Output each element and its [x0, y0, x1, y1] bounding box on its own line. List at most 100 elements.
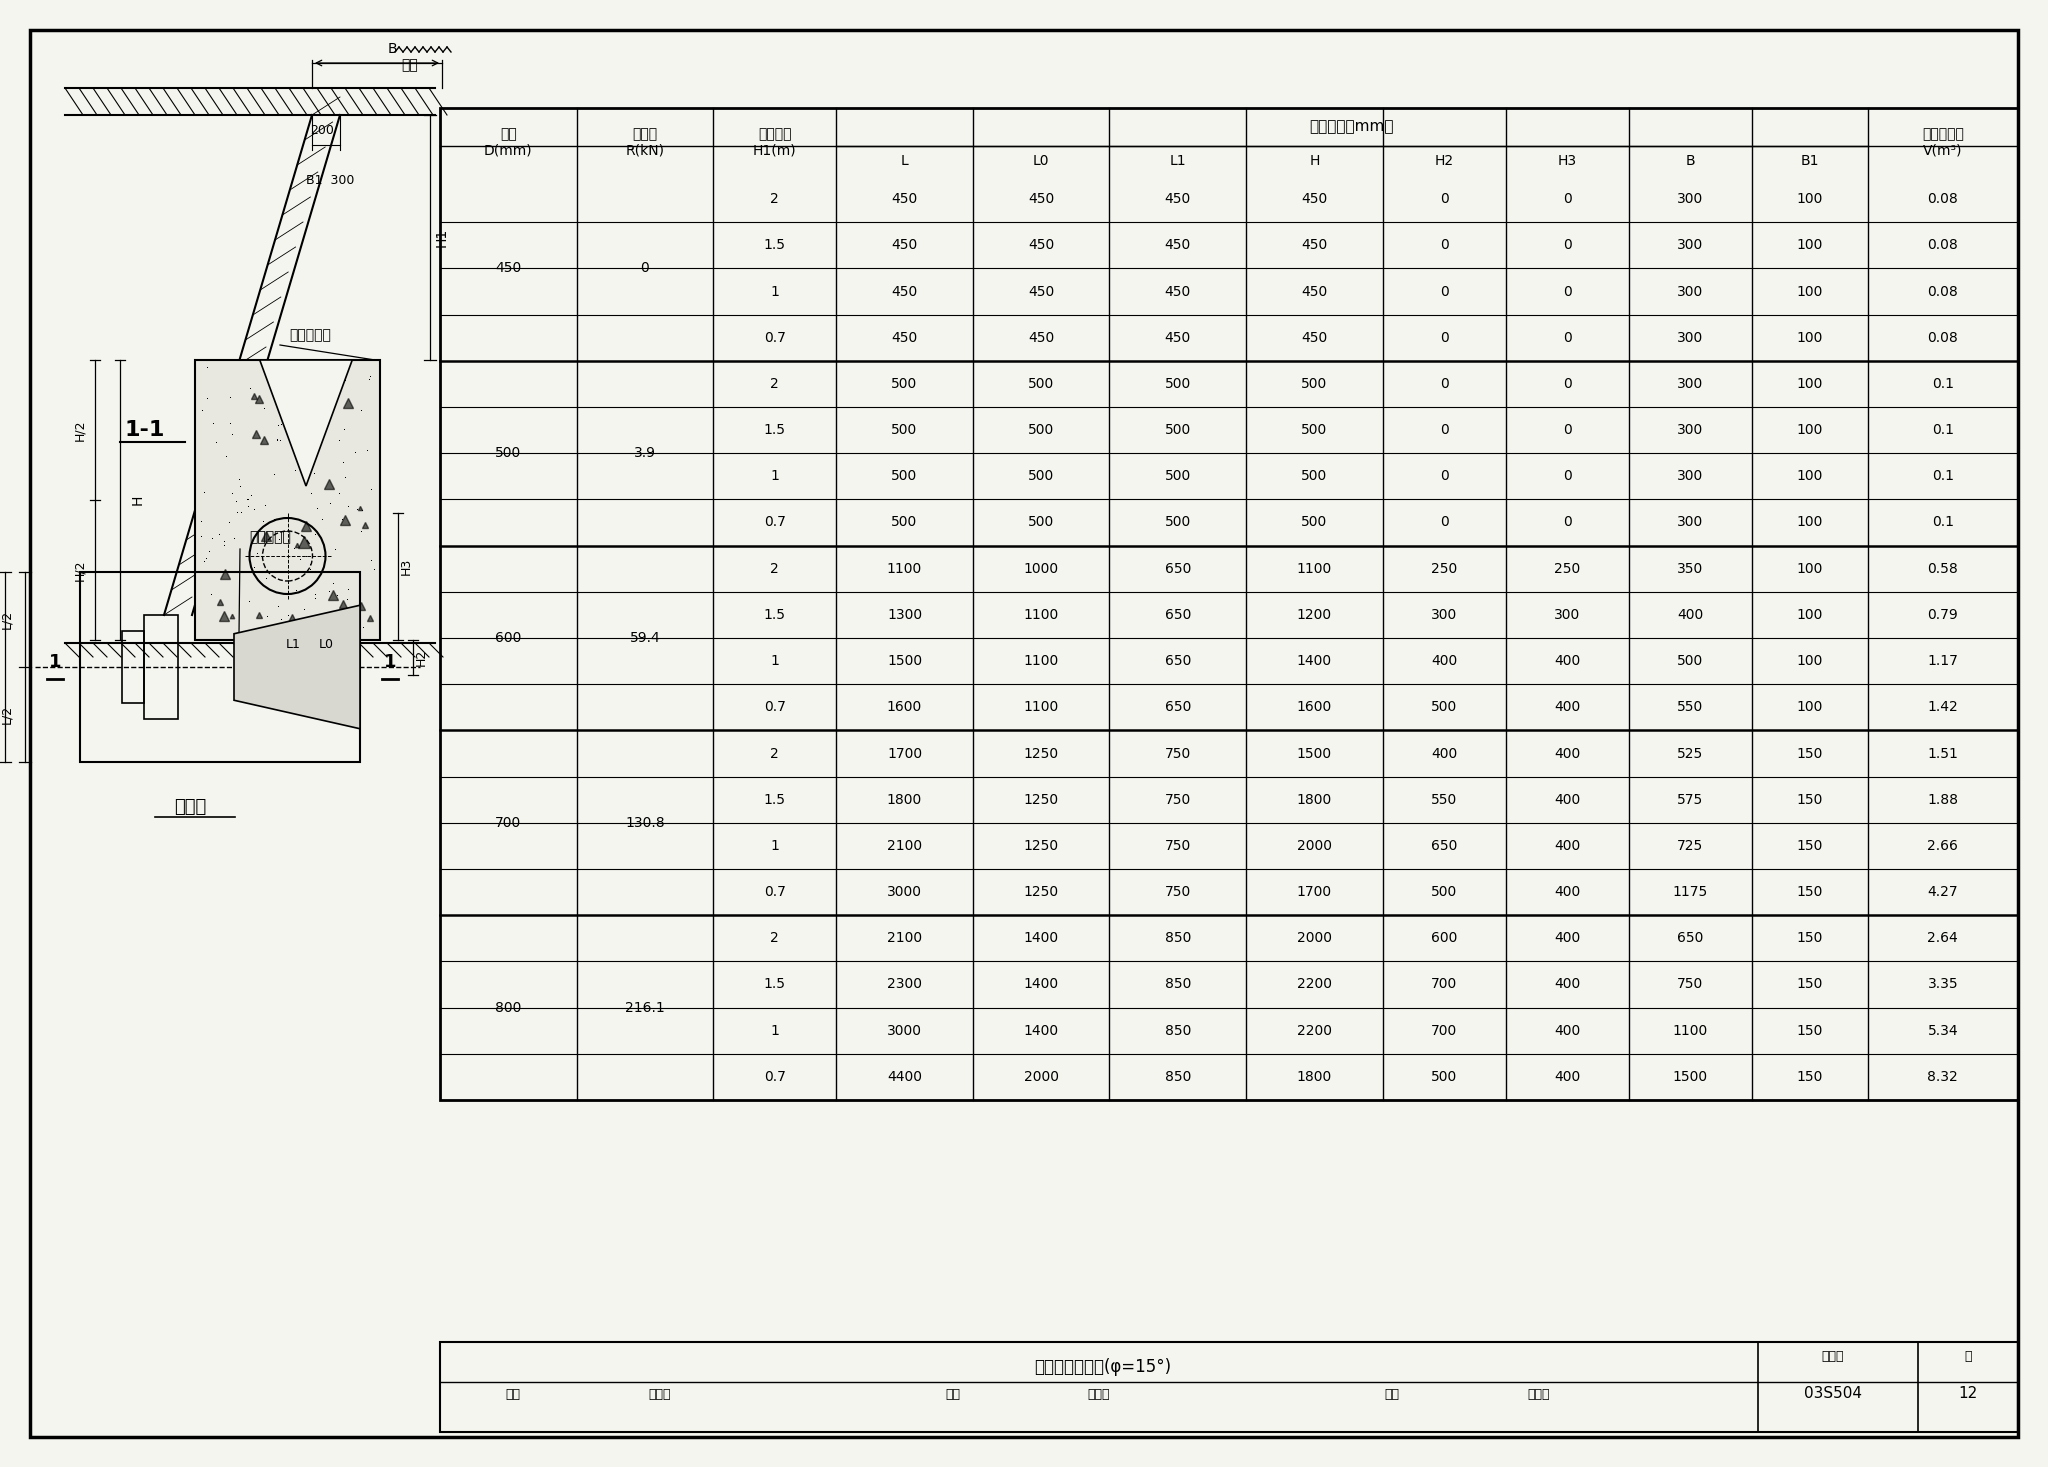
Text: 1: 1 [770, 285, 778, 298]
Text: H3: H3 [399, 557, 414, 575]
Text: 250: 250 [1432, 562, 1458, 575]
Text: 贴油毡一层: 贴油毡一层 [250, 530, 291, 544]
Bar [440, 1342, 2017, 1432]
Text: 0.7: 0.7 [764, 1069, 786, 1084]
Text: 作用力
R(kN): 作用力 R(kN) [625, 128, 664, 157]
Text: 12: 12 [1958, 1386, 1978, 1401]
Text: 300: 300 [1677, 238, 1704, 252]
Text: 750: 750 [1165, 839, 1190, 852]
Text: 450: 450 [891, 192, 918, 205]
Text: 4.27: 4.27 [1927, 885, 1958, 899]
Text: 审核: 审核 [506, 1388, 520, 1401]
Text: 1: 1 [770, 654, 778, 667]
Text: 500: 500 [1432, 700, 1458, 714]
Text: B: B [387, 43, 397, 56]
Text: 300: 300 [1677, 515, 1704, 530]
Text: 0.08: 0.08 [1927, 330, 1958, 345]
Text: 300: 300 [1677, 285, 1704, 298]
Text: 0.1: 0.1 [1931, 377, 1954, 390]
Text: 500: 500 [891, 422, 918, 437]
Text: 地坪: 地坪 [401, 59, 418, 72]
Polygon shape [233, 606, 360, 729]
Text: 500: 500 [1028, 515, 1055, 530]
Text: 2.64: 2.64 [1927, 932, 1958, 945]
Text: 450: 450 [1300, 330, 1327, 345]
Text: 0: 0 [1563, 238, 1571, 252]
Text: 1800: 1800 [1296, 1069, 1331, 1084]
Text: 400: 400 [1554, 839, 1581, 852]
Text: 0.1: 0.1 [1931, 515, 1954, 530]
Text: 0: 0 [1440, 192, 1448, 205]
Text: L/2: L/2 [0, 706, 14, 725]
Text: 0.08: 0.08 [1927, 285, 1958, 298]
Text: 图集号: 图集号 [1823, 1351, 1845, 1363]
Text: 450: 450 [1028, 285, 1055, 298]
Text: 2300: 2300 [887, 977, 922, 992]
Text: 0: 0 [1440, 515, 1448, 530]
Text: 1.42: 1.42 [1927, 700, 1958, 714]
Text: 1250: 1250 [1024, 839, 1059, 852]
Text: 500: 500 [1300, 377, 1327, 390]
Text: L/2: L/2 [0, 610, 14, 629]
Text: 1.5: 1.5 [764, 977, 786, 992]
Text: 500: 500 [1165, 469, 1190, 483]
Text: 850: 850 [1165, 932, 1192, 945]
Text: 450: 450 [1028, 330, 1055, 345]
Text: 2: 2 [770, 377, 778, 390]
Text: 450: 450 [1165, 192, 1190, 205]
Text: 150: 150 [1796, 747, 1823, 760]
Text: 宋建红: 宋建红 [1528, 1388, 1550, 1401]
Text: 0: 0 [1440, 285, 1448, 298]
Text: 500: 500 [1028, 469, 1055, 483]
Text: L: L [901, 154, 909, 169]
Text: 500: 500 [496, 446, 522, 461]
Text: 400: 400 [1554, 932, 1581, 945]
Text: 500: 500 [891, 515, 918, 530]
Text: 150: 150 [1796, 839, 1823, 852]
Text: 650: 650 [1165, 654, 1192, 667]
Text: 400: 400 [1554, 700, 1581, 714]
Text: 500: 500 [1165, 515, 1190, 530]
Text: 150: 150 [1796, 1069, 1823, 1084]
Text: 450: 450 [1165, 285, 1190, 298]
Text: 525: 525 [1677, 747, 1704, 760]
Text: 300: 300 [1432, 607, 1458, 622]
Text: H2: H2 [416, 648, 428, 666]
Text: 1.88: 1.88 [1927, 792, 1958, 807]
Text: 0: 0 [1440, 330, 1448, 345]
Text: 100: 100 [1796, 607, 1823, 622]
Text: 350: 350 [1677, 562, 1704, 575]
Text: 400: 400 [1554, 747, 1581, 760]
Text: 150: 150 [1796, 1024, 1823, 1037]
Text: 0.7: 0.7 [764, 515, 786, 530]
Text: 2.66: 2.66 [1927, 839, 1958, 852]
Text: 2200: 2200 [1296, 1024, 1331, 1037]
Text: 500: 500 [1165, 377, 1190, 390]
Text: 1000: 1000 [1024, 562, 1059, 575]
Text: 刘永鹏: 刘永鹏 [1087, 1388, 1110, 1401]
Text: 1400: 1400 [1024, 977, 1059, 992]
Polygon shape [260, 359, 352, 486]
Text: 0.7: 0.7 [764, 330, 786, 345]
Text: 1.51: 1.51 [1927, 747, 1958, 760]
Text: 600: 600 [1432, 932, 1458, 945]
Text: H/2: H/2 [74, 420, 86, 440]
Text: 650: 650 [1165, 607, 1192, 622]
Text: 250: 250 [1554, 562, 1581, 575]
Text: B1  300: B1 300 [305, 173, 354, 186]
Text: 400: 400 [1432, 747, 1458, 760]
Text: 500: 500 [1677, 654, 1704, 667]
Text: 2200: 2200 [1296, 977, 1331, 992]
Text: L0: L0 [319, 638, 334, 651]
Text: 1400: 1400 [1024, 932, 1059, 945]
Text: 750: 750 [1165, 747, 1190, 760]
Text: 1100: 1100 [1024, 607, 1059, 622]
Text: 700: 700 [496, 816, 522, 830]
Text: 0.58: 0.58 [1927, 562, 1958, 575]
Text: 0: 0 [641, 261, 649, 276]
Text: 0.7: 0.7 [764, 700, 786, 714]
Text: 400: 400 [1432, 654, 1458, 667]
Text: 1.5: 1.5 [764, 792, 786, 807]
Text: 500: 500 [1432, 885, 1458, 899]
Text: 支墩尺寸（mm）: 支墩尺寸（mm） [1311, 119, 1395, 135]
